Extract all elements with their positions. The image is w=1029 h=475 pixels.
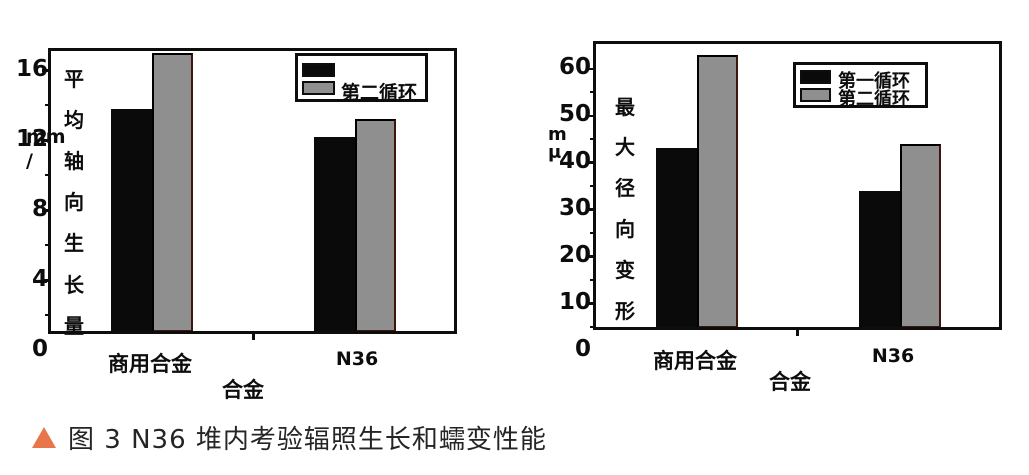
y-major-tick [587, 255, 595, 258]
bar [697, 54, 738, 328]
y-tick-label: 16 [15, 55, 48, 82]
legend-label: 第二循环 [838, 89, 910, 110]
y-minor-tick [590, 231, 595, 234]
y-minor-tick [45, 314, 50, 316]
y-major-tick [42, 139, 50, 142]
y-axis-title-char: 均 [64, 107, 84, 132]
y-tick-label: 4 [31, 265, 48, 292]
y-major-tick [587, 208, 595, 211]
bar [314, 136, 355, 332]
bar [859, 190, 900, 328]
y-major-tick [587, 161, 595, 164]
legend-label: 第一循环 [838, 71, 910, 92]
legend-swatch [800, 70, 831, 84]
y-axis-title-char: 变 [615, 257, 635, 282]
x-mid-tick [252, 334, 255, 340]
figure-caption: 图 3 N36 堆内考验辐照生长和蠕变性能 [32, 419, 547, 455]
category-label: 商用合金 [108, 352, 192, 376]
y-tick-label: 40 [558, 148, 591, 175]
plot-frame [48, 48, 457, 334]
x-mid-tick [796, 330, 799, 336]
y-axis-title-char: 量 [64, 313, 84, 338]
y-major-tick [587, 67, 595, 71]
caption-triangle-icon [32, 426, 56, 448]
y-axis-title-char: 向 [615, 217, 635, 241]
y-axis-unit-label: m μ [548, 124, 567, 163]
y-tick-label: 0 [574, 335, 591, 362]
category-label: N36 [871, 345, 915, 367]
y-axis-title-char: 最 [615, 94, 635, 119]
y-axis-title-char: 平 [64, 66, 84, 91]
y-axis-unit-label: mm / [26, 126, 66, 172]
y-major-tick [42, 69, 50, 72]
y-tick-label: 0 [31, 335, 48, 362]
y-minor-tick [590, 325, 595, 328]
legend-swatch [302, 81, 335, 95]
y-minor-tick [590, 184, 595, 187]
y-axis-title-char: 轴 [64, 149, 84, 173]
bar [152, 52, 193, 332]
bar [355, 119, 396, 332]
y-tick-label: 12 [15, 125, 48, 152]
y-minor-tick [590, 91, 595, 94]
y-minor-tick [45, 104, 50, 106]
y-axis-title-char: 向 [64, 190, 84, 215]
y-major-tick [587, 114, 595, 117]
y-minor-tick [590, 278, 595, 281]
y-tick-label: 30 [558, 195, 591, 222]
caption-text: 图 3 N36 堆内考验辐照生长和蠕变性能 [68, 424, 547, 455]
y-minor-tick [45, 174, 50, 176]
y-axis-title-char: 大 [615, 135, 635, 160]
x-axis-title: 合金 [769, 370, 811, 394]
y-minor-tick [45, 244, 50, 246]
y-major-tick [42, 209, 50, 212]
y-minor-tick [590, 137, 595, 140]
category-label: N36 [335, 348, 379, 370]
legend-swatch [800, 88, 831, 102]
y-axis-title-char: 长 [64, 272, 84, 297]
y-tick-label: 60 [558, 54, 591, 81]
category-label: 商用合金 [653, 349, 737, 373]
y-tick-label: 8 [31, 195, 48, 222]
bar [111, 108, 152, 332]
y-tick-label: 10 [558, 288, 591, 315]
y-tick-label: 50 [558, 101, 591, 128]
y-major-tick [587, 302, 595, 305]
legend-swatch [302, 63, 335, 77]
y-major-tick [42, 279, 50, 282]
x-axis-title: 合金 [222, 378, 264, 402]
bar [900, 143, 941, 328]
y-axis-title-char: 生 [64, 231, 84, 256]
legend-label: 第二循环 [341, 82, 418, 104]
y-axis-title-char: 径 [615, 176, 635, 201]
y-tick-label: 20 [558, 241, 591, 268]
bar [656, 148, 697, 328]
y-axis-title-char: 形 [615, 298, 635, 323]
